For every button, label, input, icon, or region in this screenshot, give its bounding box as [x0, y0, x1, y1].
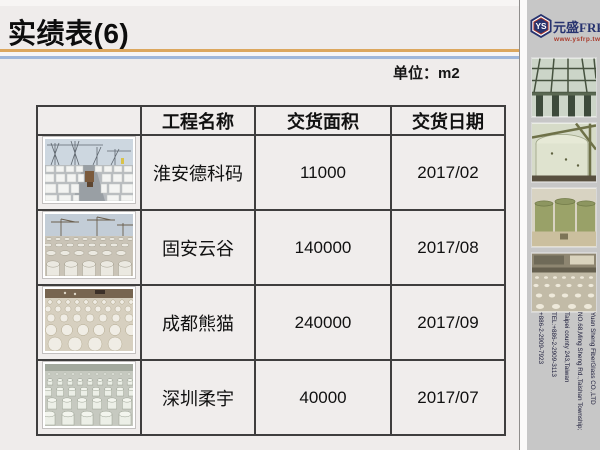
contact-line: Taipei county 243,Taiwan	[563, 312, 570, 383]
frp-plant-floor-photo	[531, 252, 597, 313]
title-divider-orange-line	[0, 49, 519, 52]
title-divider-gap	[0, 52, 519, 56]
page-title: 实绩表(6)	[8, 18, 130, 49]
project-name-cell: 深圳柔宇	[140, 359, 256, 436]
contact-line: +886-2-2909-7923	[537, 312, 544, 364]
project-photo-cell	[36, 134, 142, 211]
header-project-cell: 工程名称	[140, 105, 256, 136]
table-row: 淮安德科码 11000 2017/02	[36, 134, 506, 211]
slide-top-margin	[0, 0, 519, 6]
brand-website: www.ysfrp.tw	[554, 36, 600, 43]
table-row: 成都熊猫 240000 2017/09	[36, 284, 506, 361]
green-frp-tanks-photo	[531, 187, 597, 248]
delivery-date-cell: 2017/02	[390, 134, 506, 211]
slide-sidebar-divider	[519, 0, 520, 450]
company-sidebar: YS 元盛FRP www.ysfrp.tw	[527, 0, 600, 450]
delivery-area-cell: 40000	[254, 359, 392, 436]
project-photo-shenzhen	[42, 361, 136, 429]
performance-table: 工程名称 交货面积 交货日期	[36, 105, 506, 436]
delivery-date-cell: 2017/08	[390, 209, 506, 286]
contact-line: NO.68,Ming Sheng Rd.,Taishan Township;	[576, 312, 583, 431]
title-divider-blue-line	[0, 56, 519, 59]
delivery-area-cell: 240000	[254, 284, 392, 361]
project-name-cell: 固安云谷	[140, 209, 256, 286]
header-area-cell: 交货面积	[254, 105, 392, 136]
project-photo-guan	[42, 211, 136, 279]
ys-hexagon-logo-icon: YS	[530, 14, 552, 38]
delivery-date-cell: 2017/09	[390, 284, 506, 361]
company-contact-info: Yuan Sheng FiberGlass CO.,LTD NO.68,Ming…	[529, 312, 599, 444]
project-photo-cell	[36, 209, 142, 286]
delivery-area-cell: 11000	[254, 134, 392, 211]
project-photo-chengdu	[42, 286, 136, 354]
delivery-date-cell: 2017/07	[390, 359, 506, 436]
sidebar-photo-strip	[531, 57, 597, 317]
contact-line: TEL:+886-2-2909-3113	[550, 312, 557, 377]
sidebar-white-margin	[520, 0, 527, 450]
project-photo-cell	[36, 284, 142, 361]
delivery-area-cell: 140000	[254, 209, 392, 286]
project-photo-huaian	[42, 136, 136, 204]
svg-text:YS: YS	[535, 22, 547, 31]
table-row: 深圳柔宇 40000 2017/07	[36, 359, 506, 436]
title-divider	[0, 49, 519, 59]
unit-label: 单位：m2	[393, 65, 460, 82]
project-name-cell: 淮安德科码	[140, 134, 256, 211]
brand-name: 元盛FRP	[553, 19, 600, 35]
project-photo-cell	[36, 359, 142, 436]
frp-ceiling-photo	[531, 57, 597, 118]
frp-tank-closeup-photo	[531, 122, 597, 183]
contact-line: Yuan Sheng FiberGlass CO.,LTD	[589, 312, 596, 405]
table-header-row: 工程名称 交货面积 交货日期	[36, 105, 506, 136]
header-date-cell: 交货日期	[390, 105, 506, 136]
table-row: 固安云谷 140000 2017/08	[36, 209, 506, 286]
header-photo-cell	[36, 105, 142, 136]
project-name-cell: 成都熊猫	[140, 284, 256, 361]
company-logo: YS 元盛FRP www.ysfrp.tw	[530, 14, 600, 43]
slide-body: 实绩表(6) 单位：m2 工程名称 交货面积 交货日期	[0, 0, 519, 436]
